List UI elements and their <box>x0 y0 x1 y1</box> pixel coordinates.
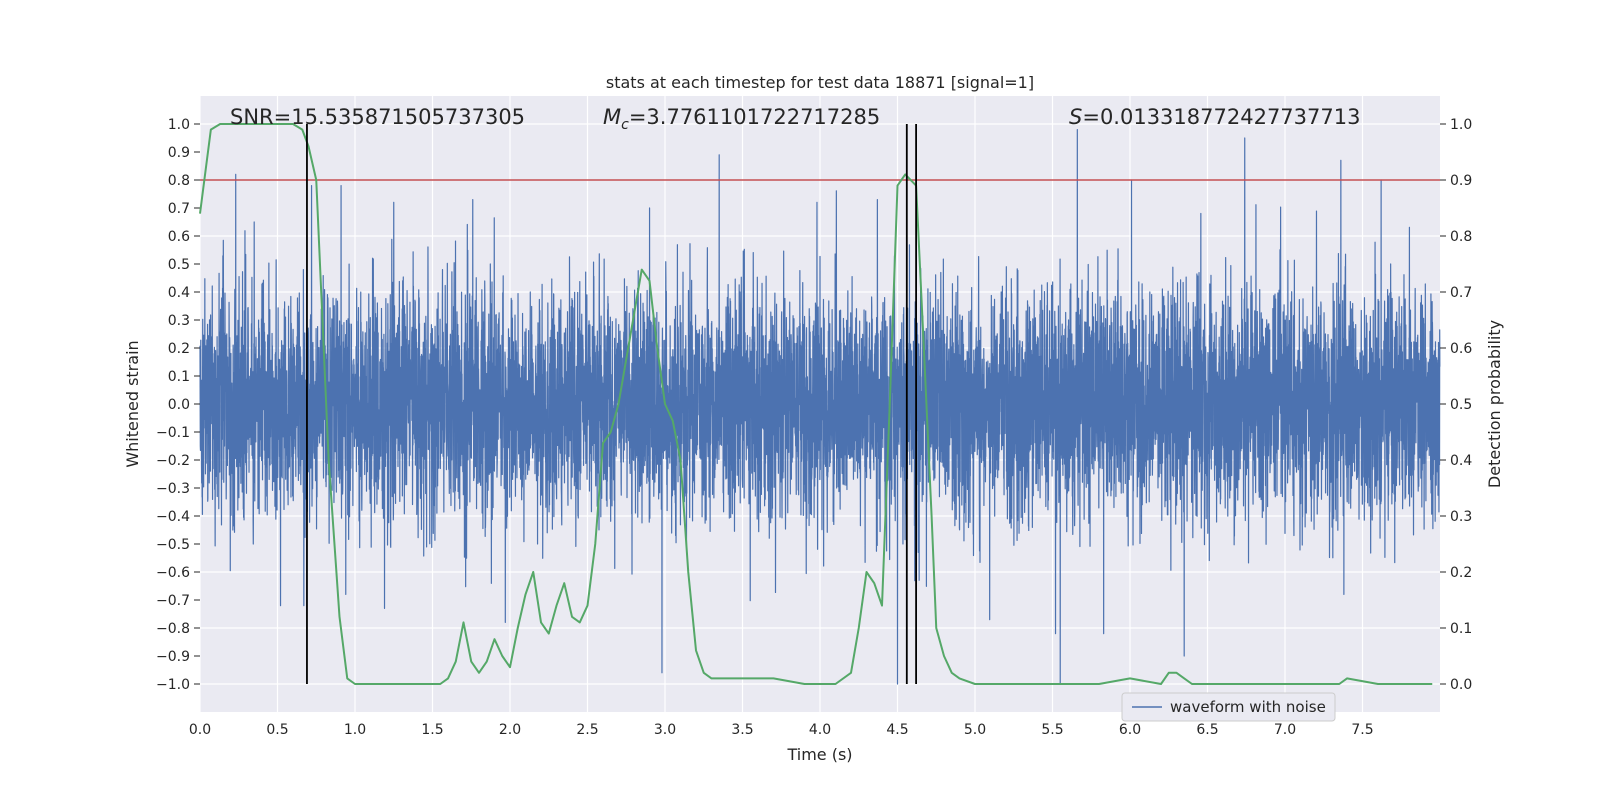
y-left-tick-label: 0.0 <box>168 397 190 413</box>
y-right-tick-label: 0.1 <box>1450 621 1472 637</box>
y-right-tick-label: 0.6 <box>1450 341 1472 357</box>
axes: 0.0 0.5 1.0 1.5 2.0 2.5 3.0 3.5 4.0 4.5 5.0 5.5 6.0 6… <box>156 117 1472 738</box>
y-left-tick-label: 0.3 <box>168 313 190 329</box>
y-right-tick-label: 0.9 <box>1450 173 1472 189</box>
x-tick-label: 5.5 <box>1041 722 1063 738</box>
y-left-tick-label: −0.6 <box>156 565 190 581</box>
y-left-tick-label: −0.9 <box>156 649 190 665</box>
x-tick-label: 0.0 <box>189 722 211 738</box>
y-left-tick-label: −0.7 <box>156 593 190 609</box>
legend-box <box>1121 692 1336 722</box>
y-right-tick-label: 0.0 <box>1450 677 1472 693</box>
y-left-tick-label: −0.2 <box>156 453 190 469</box>
chirp-mass-value: =3.7761101722717285 <box>629 105 880 129</box>
y-left-tick-label: −0.8 <box>156 621 190 637</box>
x-tick-label: 4.0 <box>809 722 831 738</box>
y-right-tick-label: 0.5 <box>1450 397 1472 413</box>
y-left-tick-label: 0.1 <box>168 369 190 385</box>
x-tick-label: 6.5 <box>1196 722 1218 738</box>
chirp-mass-subscript: c <box>621 117 629 133</box>
s-value: =0.013318772427737713 <box>1082 105 1360 129</box>
x-tick-label: 7.0 <box>1274 722 1296 738</box>
y-right-tick-label: 0.7 <box>1450 285 1472 301</box>
legend: waveform with noise <box>1121 692 1336 722</box>
y-right-tick-label: 1.0 <box>1450 117 1472 133</box>
y-left-tick-label: 0.7 <box>168 201 190 217</box>
y-left-tick-label: −0.5 <box>156 537 190 553</box>
y-left-tick-label: −0.4 <box>156 509 190 525</box>
x-tick-label: 3.5 <box>731 722 753 738</box>
x-tick-label: 7.5 <box>1351 722 1373 738</box>
snr-annotation: SNR=15.535871505737305 <box>230 105 525 129</box>
y-left-tick-label: 0.8 <box>168 173 190 189</box>
y-axis-label-left: Whitened strain <box>123 340 142 467</box>
y-right-tick-label: 0.4 <box>1450 453 1472 469</box>
x-tick-label: 0.5 <box>266 722 288 738</box>
chart-title: stats at each timestep for test data 188… <box>606 73 1034 92</box>
y-left-tick-label: −1.0 <box>156 677 190 693</box>
y-left-tick-label: 0.2 <box>168 341 190 357</box>
y-right-tick-label: 0.2 <box>1450 565 1472 581</box>
s-annotation: S=0.013318772427737713 <box>1069 105 1360 129</box>
y-left-tick-label: 0.4 <box>168 285 190 301</box>
s-symbol: S <box>1069 105 1082 129</box>
y-left-tick-label: 1.0 <box>168 117 190 133</box>
x-tick-label: 5.0 <box>964 722 986 738</box>
strain-line <box>199 129 1441 685</box>
x-tick-label: 1.0 <box>344 722 366 738</box>
y-left-tick-label: 0.9 <box>168 145 190 161</box>
x-tick-label: 6.0 <box>1119 722 1141 738</box>
chirp-mass-annotation: Mc=3.7761101722717285 <box>603 105 880 133</box>
y-left-tick-label: −0.3 <box>156 481 190 497</box>
x-tick-label: 4.5 <box>886 722 908 738</box>
y-left-tick-label: 0.6 <box>168 229 190 245</box>
detection-probability-line <box>199 123 1433 685</box>
y-axis-label-right: Detection probability <box>1485 320 1504 488</box>
x-tick-label: 3.0 <box>654 722 676 738</box>
overlays <box>199 123 1440 685</box>
y-left-tick-label: 0.5 <box>168 257 190 273</box>
x-tick-label: 1.5 <box>421 722 443 738</box>
x-tick-label: 2.0 <box>499 722 521 738</box>
chirp-mass-symbol: M <box>603 105 621 129</box>
x-axis-label: Time (s) <box>786 745 852 764</box>
y-left-tick-label: −0.1 <box>156 425 190 441</box>
y-right-tick-label: 0.8 <box>1450 229 1472 245</box>
strain-series <box>199 129 1441 685</box>
legend-label: waveform with noise <box>1170 698 1326 716</box>
x-tick-label: 2.5 <box>576 722 598 738</box>
y-right-tick-label: 0.3 <box>1450 509 1472 525</box>
